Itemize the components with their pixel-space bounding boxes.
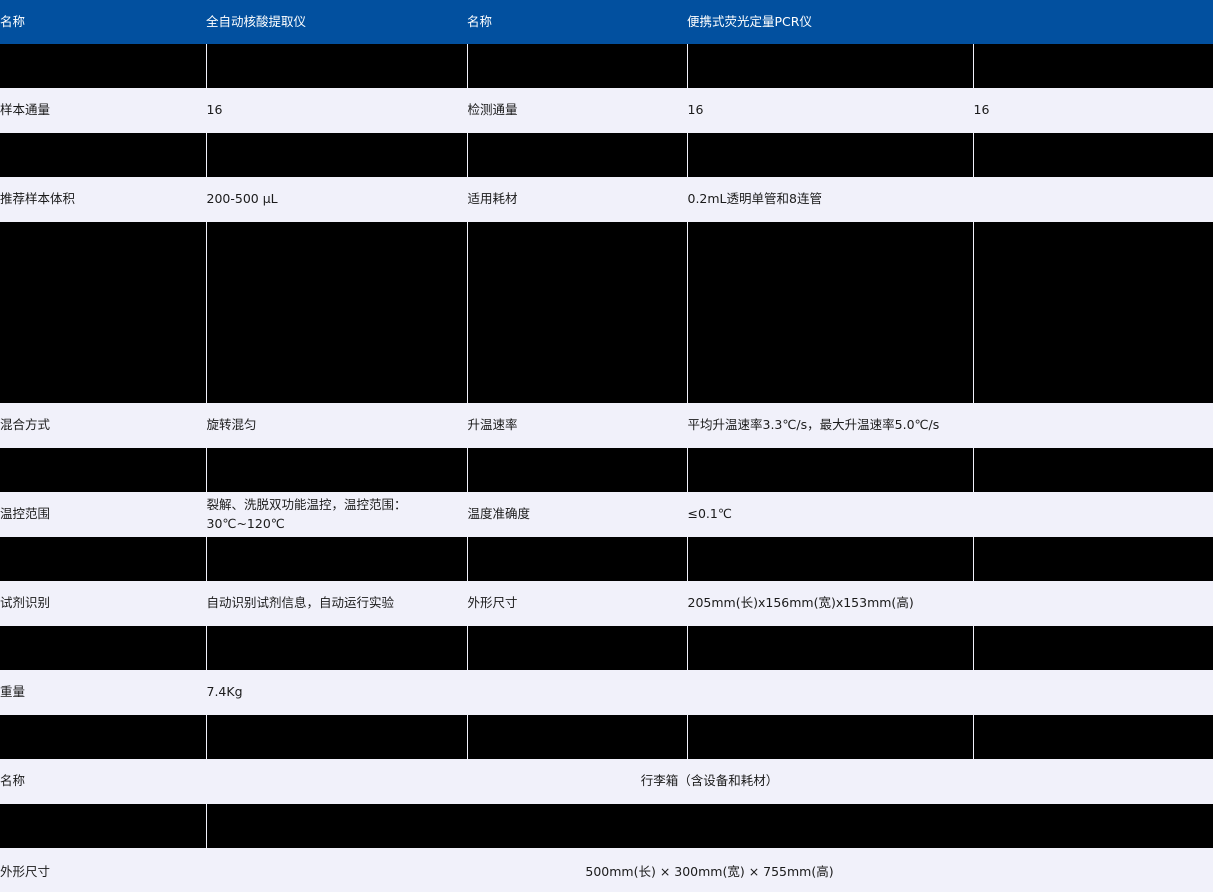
row-label-case-name: 名称: [0, 759, 207, 804]
header-cell-name-right: 名称: [467, 0, 687, 44]
table-row: 重量 7.4Kg: [0, 670, 1213, 715]
redacted-cell: [206, 537, 468, 581]
row-value-extra-throughput: 16: [973, 88, 1213, 133]
redacted-cell: [0, 44, 207, 88]
redacted-row-tall: [0, 222, 1213, 403]
redacted-cell: [973, 133, 1213, 177]
row-label-dimensions-pcr: 外形尺寸: [467, 581, 688, 626]
redacted-cell: [0, 804, 207, 848]
row-value-temperature-range: 裂解、洗脱双功能温控，温控范围：30℃~120℃: [206, 492, 468, 537]
row-label-recommended-sample-volume: 推荐样本体积: [0, 177, 207, 222]
table-row: 样本通量 16 检测通量 16 16: [0, 88, 1213, 133]
redacted-cell: [687, 448, 974, 492]
row-label-ramp-rate: 升温速率: [467, 403, 688, 448]
header-cell-name-left: 名称: [0, 0, 206, 44]
row-value-ramp-rate: 平均升温速率3.3℃/s，最大升温速率5.0℃/s: [687, 403, 974, 448]
row-value-mixing-method: 旋转混匀: [206, 403, 468, 448]
row-value-dimensions-pcr: 205mm(长)x156mm(宽)x153mm(高): [687, 581, 974, 626]
redacted-row: [0, 537, 1213, 581]
redacted-row: [0, 133, 1213, 177]
row-value-case-name: 行李箱（含设备和耗材）: [206, 759, 1213, 804]
table-row-merged: 名称 行李箱（含设备和耗材）: [0, 759, 1213, 804]
redacted-cell: [687, 44, 974, 88]
row-label-consumables: 适用耗材: [467, 177, 688, 222]
row-label-mixing-method: 混合方式: [0, 403, 207, 448]
row-value-detection-throughput: 16: [687, 88, 974, 133]
redacted-cell: [0, 626, 207, 670]
row-value-empty: [973, 403, 1213, 448]
row-value-empty: [687, 670, 974, 715]
redacted-cell: [467, 44, 688, 88]
redacted-cell: [0, 715, 207, 759]
header-cell-device-pcr: 便携式荧光定量PCR仪: [687, 0, 973, 44]
row-label-sample-throughput: 样本通量: [0, 88, 207, 133]
redacted-cell: [206, 715, 468, 759]
redacted-cell: [687, 222, 974, 403]
redacted-cell: [467, 626, 688, 670]
redacted-cell: [687, 537, 974, 581]
redacted-cell: [0, 222, 207, 403]
row-label-reagent-recognition: 试剂识别: [0, 581, 207, 626]
row-value-sample-throughput: 16: [206, 88, 468, 133]
table-header-row: 名称 全自动核酸提取仪 名称 便携式荧光定量PCR仪: [0, 0, 1213, 44]
redacted-cell: [687, 626, 974, 670]
redacted-cell: [206, 804, 1213, 848]
redacted-cell: [0, 448, 207, 492]
row-value-recommended-sample-volume: 200-500 μL: [206, 177, 468, 222]
redacted-cell: [467, 537, 688, 581]
redacted-cell: [206, 448, 468, 492]
row-label-detection-throughput: 检测通量: [467, 88, 688, 133]
table-row-merged: 外形尺寸 500mm(长) × 300mm(宽) × 755mm(高): [0, 848, 1213, 892]
redacted-cell: [0, 133, 207, 177]
row-label-temperature-range: 温控范围: [0, 492, 207, 537]
redacted-row: [0, 44, 1213, 88]
row-label-empty: [467, 670, 688, 715]
redacted-cell: [206, 133, 468, 177]
header-cell-spacer: [973, 0, 1213, 44]
row-value-empty: [973, 492, 1213, 537]
redacted-cell: [467, 715, 688, 759]
redacted-cell: [206, 222, 468, 403]
redacted-cell: [973, 44, 1213, 88]
row-value-consumables: 0.2mL透明单管和8连管: [687, 177, 974, 222]
header-cell-device-extractor: 全自动核酸提取仪: [206, 0, 467, 44]
table-row: 温控范围 裂解、洗脱双功能温控，温控范围：30℃~120℃ 温度准确度 ≤0.1…: [0, 492, 1213, 537]
row-value-temperature-accuracy: ≤0.1℃: [687, 492, 974, 537]
redacted-cell: [206, 626, 468, 670]
table-row: 混合方式 旋转混匀 升温速率 平均升温速率3.3℃/s，最大升温速率5.0℃/s: [0, 403, 1213, 448]
redacted-cell: [467, 448, 688, 492]
redacted-cell: [687, 133, 974, 177]
redacted-row: [0, 448, 1213, 492]
redacted-cell: [467, 133, 688, 177]
row-value-reagent-recognition: 自动识别试剂信息，自动运行实验: [206, 581, 468, 626]
row-value-empty: [973, 670, 1213, 715]
row-label-weight: 重量: [0, 670, 207, 715]
redacted-row-merged: [0, 804, 1213, 848]
table-row: 推荐样本体积 200-500 μL 适用耗材 0.2mL透明单管和8连管: [0, 177, 1213, 222]
redacted-cell: [467, 222, 688, 403]
redacted-row: [0, 715, 1213, 759]
redacted-cell: [973, 448, 1213, 492]
row-value-case-dimensions: 500mm(长) × 300mm(宽) × 755mm(高): [206, 848, 1213, 892]
table-row: 试剂识别 自动识别试剂信息，自动运行实验 外形尺寸 205mm(长)x156mm…: [0, 581, 1213, 626]
row-value-weight: 7.4Kg: [206, 670, 468, 715]
redacted-cell: [973, 626, 1213, 670]
row-label-case-dimensions: 外形尺寸: [0, 848, 207, 892]
row-value-empty: [973, 177, 1213, 222]
redacted-cell: [973, 537, 1213, 581]
redacted-cell: [0, 537, 207, 581]
redacted-cell: [687, 715, 974, 759]
redacted-cell: [973, 222, 1213, 403]
redacted-row: [0, 626, 1213, 670]
row-value-empty: [973, 581, 1213, 626]
redacted-cell: [973, 715, 1213, 759]
row-label-temperature-accuracy: 温度准确度: [467, 492, 688, 537]
redacted-cell: [206, 44, 468, 88]
